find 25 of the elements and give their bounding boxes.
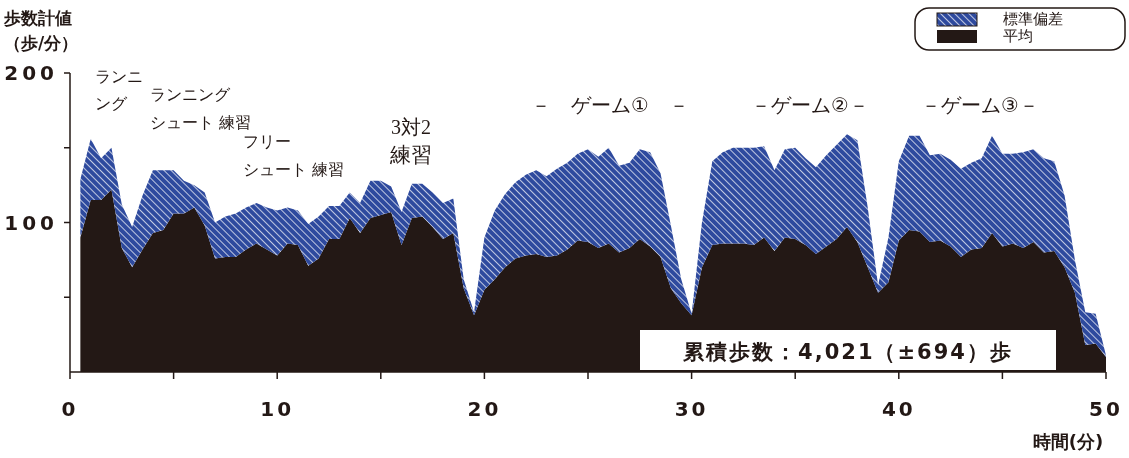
x-axis-title: 時間(分) [1032, 431, 1104, 452]
annotation: 3対2 [391, 116, 431, 138]
annotation: －ゲーム③－ [921, 93, 1039, 117]
x-tick-label: 30 [674, 397, 709, 421]
x-tick-label: 20 [467, 397, 502, 421]
x-tick-label: 40 [881, 397, 916, 421]
legend-label: 標準偏差 [1003, 10, 1063, 28]
annotation: － ゲーム① － [531, 93, 689, 117]
x-tick-label: 50 [1089, 397, 1123, 421]
y-axis-title: 歩数計値（歩/分） [3, 8, 79, 53]
annotation: －ゲーム②－ [751, 93, 869, 117]
annotation: シュート 練習 [150, 113, 252, 132]
x-tick-label: 10 [260, 397, 295, 421]
annotation: シュート 練習 [243, 160, 345, 179]
annotation: 累積歩数：4,021（±694）歩 [682, 340, 1013, 364]
legend-label: 平均 [1003, 27, 1033, 45]
annotation: ランニ [95, 67, 143, 86]
annotation: 練習 [389, 143, 432, 167]
annotation: ング [95, 94, 128, 113]
y-tick-label: 200 [4, 61, 58, 85]
text-box: 累積歩数：4,021（±694）歩 [640, 330, 1056, 370]
annotation: ランニング [150, 85, 231, 104]
annotation: フリー [243, 132, 291, 151]
y-tick-label: 100 [4, 210, 58, 235]
x-tick-label: 0 [61, 397, 79, 421]
